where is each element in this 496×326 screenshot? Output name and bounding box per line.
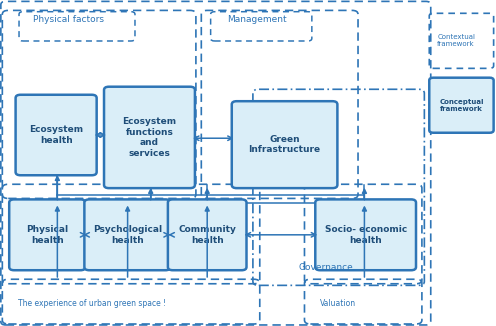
Text: Community
health: Community health xyxy=(178,225,236,244)
Text: Management: Management xyxy=(227,15,287,23)
Text: Psychological
health: Psychological health xyxy=(93,225,162,244)
FancyBboxPatch shape xyxy=(15,95,97,175)
Text: Conceptual
framework: Conceptual framework xyxy=(439,99,484,112)
Text: Green
Infrastructure: Green Infrastructure xyxy=(248,135,320,155)
FancyBboxPatch shape xyxy=(168,200,247,270)
Text: Valuation: Valuation xyxy=(320,299,356,308)
Text: Ecosystem
functions
and
services: Ecosystem functions and services xyxy=(123,117,177,157)
FancyBboxPatch shape xyxy=(84,200,170,270)
FancyBboxPatch shape xyxy=(104,87,195,188)
Text: The experience of urban green space !: The experience of urban green space ! xyxy=(18,299,166,308)
FancyBboxPatch shape xyxy=(429,78,494,133)
FancyBboxPatch shape xyxy=(315,200,416,270)
Text: Physical factors: Physical factors xyxy=(33,15,104,23)
FancyBboxPatch shape xyxy=(9,200,85,270)
Text: Socio- economic
health: Socio- economic health xyxy=(324,225,407,244)
Text: Physical
health: Physical health xyxy=(26,225,68,244)
Text: Governance: Governance xyxy=(298,263,353,273)
FancyBboxPatch shape xyxy=(232,101,337,188)
Text: Contextual
framework: Contextual framework xyxy=(437,34,475,47)
Text: Ecosystem
health: Ecosystem health xyxy=(29,125,83,145)
